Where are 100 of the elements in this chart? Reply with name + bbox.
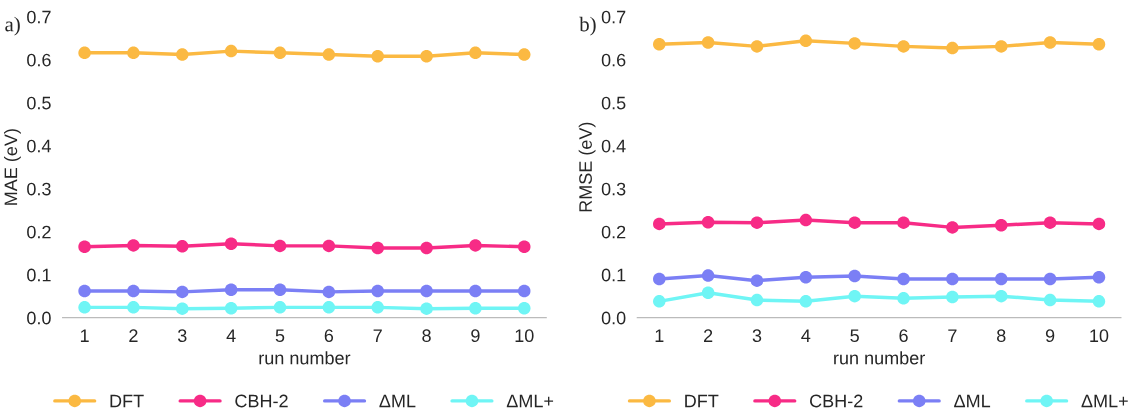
point [420, 284, 433, 298]
y-tick-label: 0.6 [601, 53, 626, 67]
x-tick-label: 4 [226, 329, 236, 342]
point [224, 44, 238, 58]
y-tick-label: 0.5 [601, 96, 626, 110]
y-tick-label: 0.0 [27, 311, 51, 325]
point [750, 40, 764, 53]
y-tick-label: 0.4 [601, 139, 626, 153]
point [946, 290, 959, 304]
point [420, 241, 433, 255]
point [897, 216, 910, 229]
point [518, 240, 531, 253]
x-tick-label: 5 [850, 329, 859, 343]
point [273, 239, 287, 253]
point [1043, 216, 1057, 229]
point [750, 274, 764, 287]
point [78, 46, 91, 60]
y-axis-title: RMSE (eV) [578, 122, 596, 212]
x-tick-label: 1 [655, 329, 664, 342]
point [224, 283, 238, 296]
point [653, 37, 666, 51]
point [469, 239, 482, 252]
x-tick-label: 3 [177, 329, 187, 343]
point [1092, 37, 1106, 51]
legend-label: DFT [685, 394, 719, 408]
point [469, 46, 482, 60]
point [994, 289, 1008, 303]
point [322, 285, 336, 299]
point [848, 37, 861, 50]
point [78, 284, 91, 298]
legend-label: CBH-2 [810, 394, 863, 408]
x-tick-label: 10 [1090, 329, 1109, 343]
point [946, 272, 959, 286]
x-tick-label: 6 [324, 329, 334, 343]
point [469, 284, 482, 298]
point [1092, 271, 1106, 284]
y-tick-label: 0.3 [601, 182, 626, 196]
x-tick-label: 3 [752, 329, 762, 343]
point [897, 272, 910, 286]
y-tick-label: 0.1 [27, 268, 51, 282]
x-tick-label: 1 [80, 329, 89, 342]
point [946, 221, 959, 234]
legend-label: DFT [110, 394, 144, 408]
x-axis-title: run number [834, 351, 925, 365]
point [371, 301, 384, 314]
point [1043, 36, 1057, 49]
legend-label: ΔML+ [506, 394, 554, 408]
x-tick-label: 7 [948, 329, 957, 342]
y-tick-label: 0.2 [27, 225, 51, 239]
point [127, 239, 140, 252]
y-tick-label: 0.3 [27, 182, 51, 196]
point [371, 284, 384, 298]
x-tick-label: 9 [471, 329, 480, 343]
point [224, 237, 238, 250]
point [848, 289, 861, 303]
point [469, 301, 482, 315]
point [518, 284, 531, 298]
x-axis-title: run number [259, 351, 351, 365]
point [371, 50, 384, 63]
point [701, 286, 715, 299]
point [518, 48, 531, 61]
point [799, 295, 813, 308]
x-tick-label: 9 [1045, 329, 1055, 343]
legend-label: ΔML [379, 394, 416, 408]
point [653, 272, 666, 286]
point [273, 283, 287, 296]
point [799, 271, 813, 284]
x-tick-label: 7 [373, 329, 382, 342]
point [420, 302, 433, 315]
point [518, 301, 531, 315]
point [750, 216, 764, 229]
y-tick-label: 0.1 [601, 268, 626, 282]
y-tick-label: 0.7 [601, 10, 626, 24]
point [653, 295, 666, 308]
point [701, 269, 715, 282]
point [1092, 295, 1106, 308]
point [799, 34, 813, 48]
x-tick-label: 8 [997, 329, 1006, 343]
point [848, 269, 861, 283]
point [322, 301, 336, 314]
x-tick-label: 10 [515, 329, 534, 343]
x-tick-label: 8 [422, 329, 431, 343]
point [897, 40, 910, 53]
point [701, 36, 715, 49]
point [420, 50, 433, 63]
point [322, 239, 336, 253]
y-tick-label: 0.5 [27, 96, 51, 110]
point [176, 285, 189, 299]
point [701, 215, 715, 229]
y-tick-label: 0.2 [601, 225, 626, 239]
point [1092, 217, 1106, 231]
point [750, 293, 764, 307]
chart-title: a) [5, 16, 20, 36]
point [127, 284, 140, 298]
point [371, 241, 384, 255]
y-tick-label: 0.7 [27, 10, 51, 24]
point [994, 40, 1008, 53]
legend-label: ΔML [954, 394, 991, 408]
point [273, 46, 287, 60]
point [897, 292, 910, 305]
